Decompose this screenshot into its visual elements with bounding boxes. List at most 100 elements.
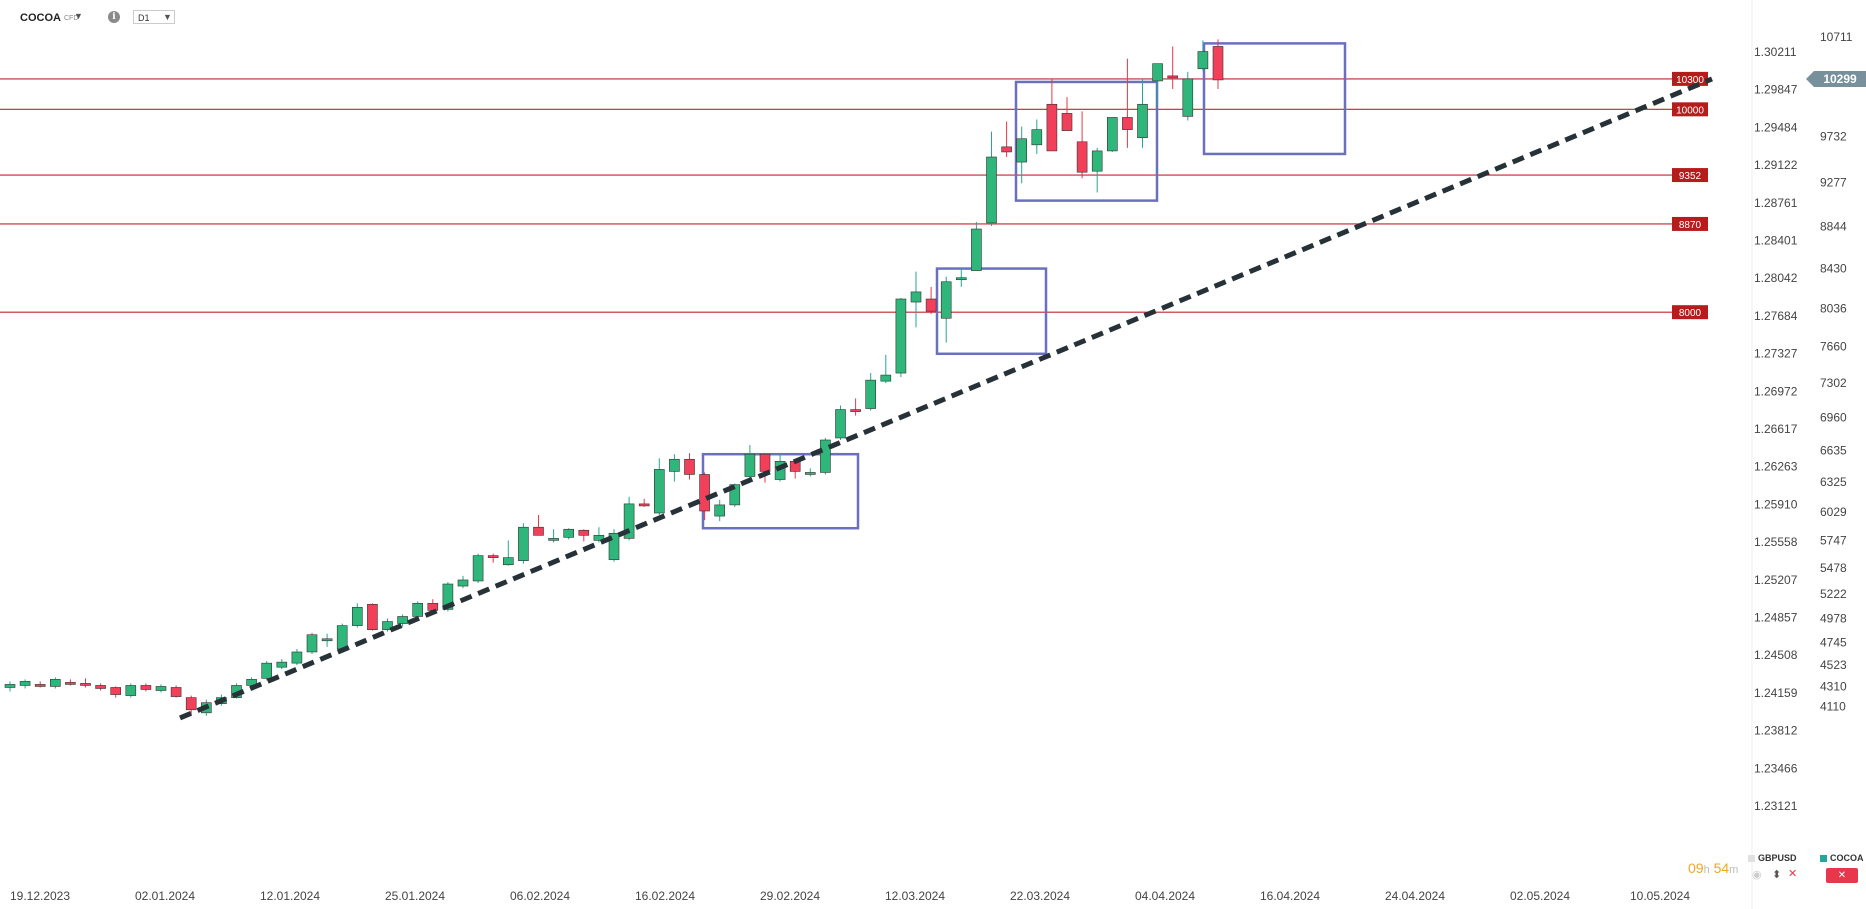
consolidation-box: [1202, 42, 1347, 156]
candle-body: [487, 555, 499, 558]
price-tick: 6029: [1820, 505, 1847, 519]
gbpusd-tick: 1.27684: [1754, 309, 1798, 323]
gbpusd-tick: 1.25558: [1754, 535, 1798, 549]
level-label-8870: 8870: [1679, 220, 1702, 231]
candle-body: [729, 484, 741, 506]
candle-body: [1031, 129, 1043, 146]
candle-body: [653, 469, 665, 514]
timer-hours: 09: [1688, 860, 1704, 876]
candle-body: [1091, 150, 1103, 172]
candle-body: [1212, 46, 1224, 81]
level-tag-9352: [1672, 168, 1708, 183]
timeframe-value: D1: [138, 13, 150, 23]
gbpusd-tick: 1.24159: [1754, 686, 1798, 700]
candle-body: [940, 281, 952, 319]
candle-body: [140, 685, 152, 690]
candle-body: [261, 662, 273, 679]
timeframe-select[interactable]: D1: [133, 10, 175, 24]
gbpusd-tick: 1.26617: [1754, 422, 1798, 436]
candle-body: [1137, 103, 1148, 139]
candle-body: [714, 504, 726, 517]
updown-icon[interactable]: ⬍: [1772, 869, 1782, 881]
candle-body: [382, 621, 393, 630]
candle-body: [65, 682, 76, 685]
symbol-name[interactable]: COCOA: [20, 12, 61, 24]
candle-body: [95, 685, 106, 689]
price-tick: 8036: [1820, 302, 1847, 316]
candle-body: [1122, 117, 1133, 130]
remove-series-icon[interactable]: ✕: [1788, 868, 1798, 880]
legend-gbpusd[interactable]: GBPUSD: [1748, 853, 1797, 863]
candle-body: [623, 503, 635, 539]
candle-body: [1046, 103, 1058, 152]
candle-body: [563, 528, 575, 538]
symbol-dropdown-icon[interactable]: ▼: [74, 11, 83, 21]
candle-body: [351, 607, 363, 626]
gbpusd-tick: 1.28761: [1754, 196, 1798, 210]
candle-body: [1001, 146, 1012, 153]
gbpusd-tick: 1.25207: [1754, 573, 1798, 587]
candle-body: [185, 697, 197, 711]
eye-icon[interactable]: ◉: [1752, 869, 1762, 881]
date-tick: 12.03.2024: [885, 889, 945, 903]
candle-body: [744, 453, 756, 477]
candle-body: [472, 555, 484, 582]
candle-body: [19, 681, 31, 686]
timer-minutes: 54: [1713, 860, 1730, 876]
candle-body: [638, 503, 650, 507]
gbpusd-tick: 1.26263: [1754, 460, 1798, 474]
info-icon[interactable]: i: [108, 11, 120, 23]
timeframe-dropdown-icon[interactable]: ▼: [163, 12, 172, 22]
level-tag-8000: [1672, 305, 1708, 320]
candle-body: [397, 616, 408, 624]
candle-body: [955, 277, 967, 281]
candle-body: [125, 685, 137, 696]
price-tick: 6325: [1820, 475, 1847, 489]
last-price-label: 10299: [1823, 72, 1857, 86]
candle-body: [1167, 75, 1178, 79]
candle-body: [774, 460, 786, 480]
candle-body: [1152, 63, 1163, 82]
close-series-button[interactable]: ✕: [1826, 868, 1858, 883]
candle-body: [608, 532, 620, 560]
candle-body: [593, 535, 605, 541]
price-tick: 4745: [1820, 635, 1847, 649]
date-tick: 04.04.2024: [1135, 889, 1195, 903]
legend-cocoa[interactable]: COCOA: [1820, 853, 1864, 863]
price-tick: 4978: [1820, 612, 1847, 626]
candle-body: [276, 661, 288, 668]
gbpusd-tick: 1.26972: [1754, 384, 1798, 398]
gbpusd-tick: 1.29484: [1754, 120, 1798, 134]
date-tick: 24.04.2024: [1385, 889, 1445, 903]
candle-body: [865, 379, 877, 409]
gbpusd-tick: 1.30211: [1754, 45, 1797, 59]
date-tick: 22.03.2024: [1010, 889, 1070, 903]
level-label-8000: 8000: [1679, 308, 1702, 319]
candle-body: [835, 409, 846, 439]
legend-cocoa-swatch: [1820, 855, 1827, 862]
gbpusd-tick: 1.29122: [1754, 158, 1798, 172]
candle-body: [291, 651, 303, 664]
date-tick: 29.02.2024: [760, 889, 820, 903]
date-tick: 25.01.2024: [385, 889, 445, 903]
close-icon: ✕: [1837, 870, 1847, 881]
candle-body: [895, 298, 907, 374]
gbpusd-tick: 1.23121: [1754, 799, 1798, 813]
candle-body: [1016, 138, 1028, 163]
price-tick: 4110: [1820, 700, 1846, 714]
candle-body: [1197, 51, 1209, 70]
candle-body: [1182, 78, 1194, 117]
candle-body: [533, 526, 544, 536]
candle-body: [4, 684, 16, 688]
gbpusd-tick: 1.24508: [1754, 648, 1798, 662]
candle-countdown: 09h 54m: [1688, 860, 1738, 876]
candle-body: [155, 686, 167, 691]
date-tick: 02.05.2024: [1510, 889, 1570, 903]
last-price-badge: [1806, 71, 1866, 88]
consolidation-box: [935, 267, 1048, 356]
price-tick: 8430: [1820, 262, 1847, 276]
date-tick: 16.02.2024: [635, 889, 695, 903]
trendline: [179, 76, 1713, 721]
price-tick: 5478: [1820, 561, 1847, 575]
